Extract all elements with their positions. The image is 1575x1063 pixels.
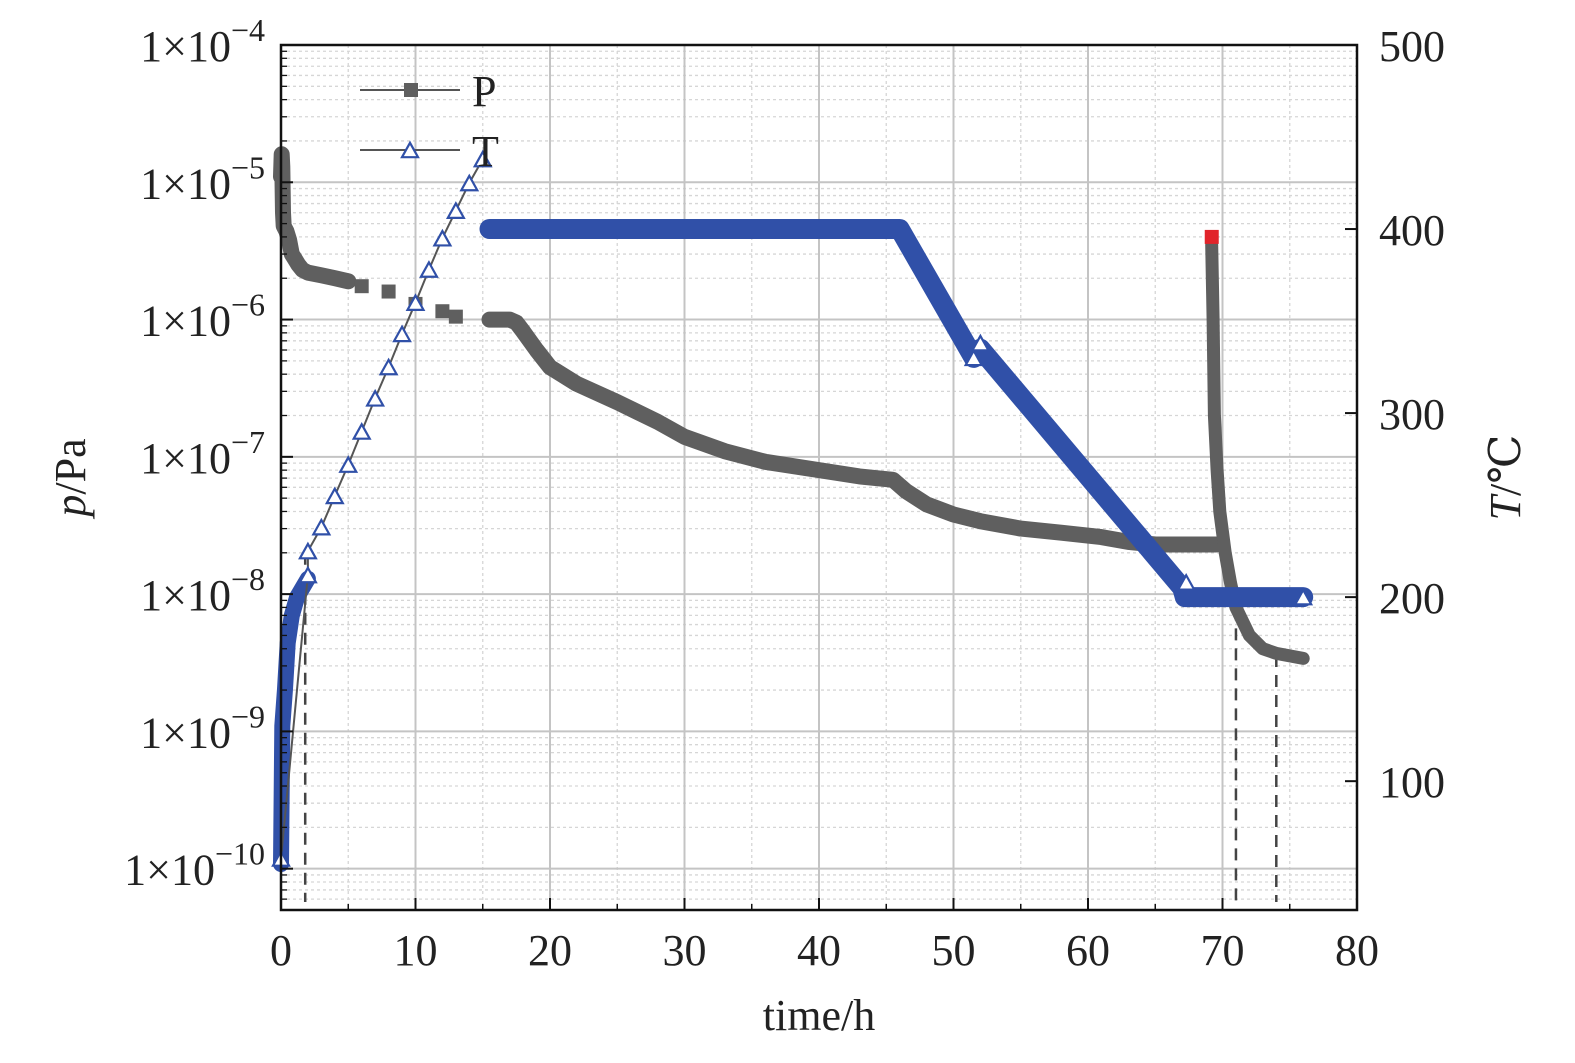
y-left-tick-label: 1×10−6	[140, 287, 265, 346]
series-t-line-initial	[273, 570, 316, 872]
series-t-marker	[472, 149, 493, 168]
x-tick-label: 70	[1201, 926, 1245, 975]
series-t-marker	[405, 293, 426, 311]
y-right-tick-label: 300	[1379, 390, 1445, 439]
y-left-tick-label: 1×10−5	[140, 149, 265, 208]
series-p-line-initial	[273, 146, 357, 290]
legend-p-label: P	[472, 67, 496, 116]
x-tick-label: 40	[797, 926, 841, 975]
series-p-line-final	[1205, 238, 1310, 665]
y-left-axis-title-unit: /Pa	[46, 438, 95, 494]
x-tick-label: 50	[932, 926, 976, 975]
series-p-marker	[448, 309, 463, 324]
x-tick-label: 10	[394, 926, 438, 975]
y-left-tick-label: 1×10−8	[140, 561, 265, 620]
axes: 0 10 20 30 40 50 60 70 80 1×10−10 1×10−9 1×10−8 1×10…	[124, 12, 1445, 975]
legend-t-label: T	[472, 127, 499, 176]
legend-p-marker	[404, 83, 418, 97]
legend-t-marker	[400, 140, 420, 159]
series-t-line-ramp	[280, 158, 484, 859]
series-t-marker	[445, 201, 466, 219]
x-axis-title: time/h	[763, 991, 875, 1040]
series-p-marker	[381, 284, 396, 299]
series-t-marker	[963, 348, 984, 367]
series-p-marker	[354, 279, 369, 294]
y-left-tick-label: 1×10−4	[140, 12, 265, 71]
series-t-marker	[311, 517, 332, 536]
series-t-marker	[1176, 572, 1197, 591]
y-right-tick-label: 200	[1379, 574, 1445, 623]
series-t-marker	[970, 333, 991, 352]
series-t-marker	[419, 260, 439, 278]
y-left-axis-title: p/Pa	[46, 438, 95, 519]
y-left-tick-label: 1×10−7	[140, 424, 265, 483]
series-t-marker	[365, 388, 386, 407]
y-right-axis-title: T/℃	[1481, 435, 1530, 521]
x-tick-label: 0	[270, 926, 292, 975]
x-tick-label: 60	[1066, 926, 1110, 975]
y-left-tick-label: 1×10−10	[124, 836, 265, 895]
y-right-tick-label: 100	[1379, 758, 1445, 807]
series-t-marker	[351, 422, 372, 440]
series-t-marker	[432, 228, 453, 247]
series-t-marker	[459, 173, 480, 192]
series-t-marker	[392, 324, 412, 343]
legend: PT	[360, 67, 499, 176]
series-t-marker	[338, 455, 359, 473]
grid	[281, 45, 1357, 910]
y-right-axis-title-symbol: T	[1481, 492, 1530, 520]
x-tick-label: 80	[1335, 926, 1379, 975]
y-right-tick-label: 500	[1379, 22, 1445, 71]
series-p-line-main	[481, 311, 1224, 553]
series-t-marker	[298, 565, 318, 584]
series-t-marker	[378, 357, 399, 376]
x-tick-label: 20	[528, 926, 572, 975]
y-left-tick-label: 1×10−9	[140, 698, 265, 757]
series-t-marker	[1293, 587, 1314, 606]
y-right-axis-title-unit: /℃	[1481, 435, 1530, 496]
series-p-marker	[435, 304, 450, 319]
series-layer	[271, 146, 1314, 902]
x-tick-label: 30	[663, 926, 707, 975]
y-right-tick-label: 400	[1379, 206, 1445, 255]
series-t-marker	[298, 541, 318, 560]
y-left-axis-title-symbol: p	[46, 495, 95, 520]
series-t-marker	[324, 486, 345, 505]
series-p-highlight-marker	[1204, 229, 1219, 244]
